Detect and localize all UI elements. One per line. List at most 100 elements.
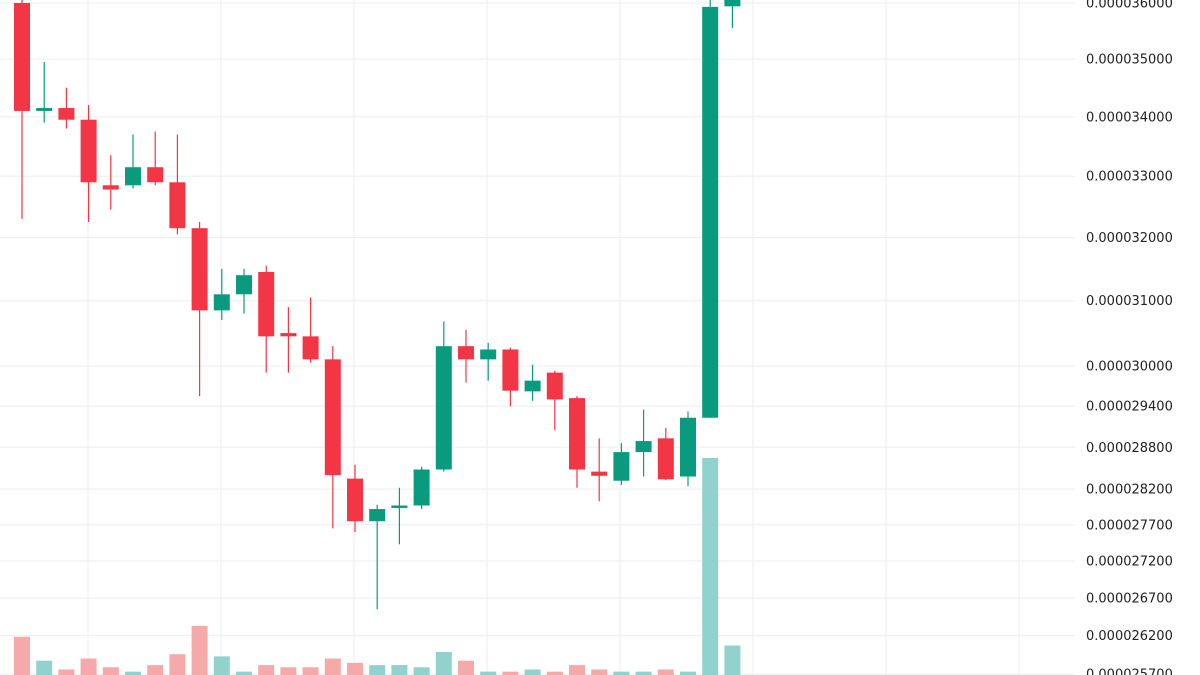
volume-bar — [635, 671, 652, 675]
candle — [613, 443, 630, 485]
candle-body — [80, 119, 97, 183]
y-tick-label: 0.000035000 — [1086, 53, 1173, 68]
candle-body — [280, 333, 297, 337]
volume-bar — [347, 662, 363, 675]
y-tick-label: 0.000031000 — [1086, 294, 1173, 309]
volume-bar — [58, 669, 75, 675]
y-tick-label: 0.000030000 — [1086, 359, 1173, 374]
candle — [347, 464, 363, 532]
volume-bar — [480, 671, 497, 675]
candle — [147, 131, 164, 186]
y-tick-label: 0.000029400 — [1086, 400, 1173, 415]
candle — [635, 409, 652, 477]
candle-body — [680, 417, 696, 477]
volume-bar — [458, 660, 474, 675]
candle-body — [369, 509, 386, 522]
y-tick-label: 0.000036000 — [1086, 0, 1173, 12]
volume-bar — [324, 658, 341, 675]
candle-body — [502, 349, 519, 391]
candle-body — [169, 182, 186, 229]
candle — [702, 0, 719, 418]
candle — [213, 268, 230, 321]
candle — [102, 155, 119, 210]
candle — [324, 346, 341, 529]
candle-body — [702, 6, 719, 418]
candle-body — [435, 346, 452, 470]
volume-bar — [569, 665, 585, 675]
volume-bar — [657, 669, 674, 675]
candle-body — [391, 505, 408, 508]
volume-bar — [191, 625, 208, 675]
candle-body — [191, 228, 208, 311]
candle-body — [258, 272, 275, 337]
candle-body — [324, 359, 341, 476]
candle — [502, 347, 519, 407]
candle-body — [236, 275, 252, 295]
y-tick-label: 0.000026700 — [1086, 592, 1173, 607]
candle — [191, 222, 208, 397]
candles — [14, 0, 741, 610]
volume-bar — [125, 671, 141, 675]
volume-bar — [36, 660, 53, 675]
volume-bar — [280, 667, 297, 675]
volume-bar — [724, 645, 741, 675]
candle — [458, 329, 474, 383]
vertical-grid — [87, 0, 1020, 675]
candle — [591, 438, 608, 502]
y-tick-label: 0.000032000 — [1086, 231, 1173, 246]
candle-body — [347, 478, 363, 522]
candle — [36, 61, 53, 123]
y-tick-label: 0.000028800 — [1086, 441, 1173, 456]
volume-bar — [369, 665, 386, 675]
candle — [125, 134, 141, 189]
volume-bar — [524, 669, 541, 675]
candle — [413, 466, 430, 510]
candle-body — [569, 398, 585, 470]
volume-bar — [680, 671, 696, 675]
candle-body — [14, 3, 30, 111]
y-tick-label: 0.000033000 — [1086, 170, 1173, 185]
candle-body — [546, 372, 563, 400]
volume-bar — [435, 652, 452, 675]
volume-bar — [258, 665, 275, 675]
volume-bar — [502, 671, 519, 675]
candle-body — [413, 469, 430, 506]
candle — [724, 0, 741, 29]
volume-bars — [14, 458, 741, 675]
candle-body — [524, 380, 541, 392]
candle-body — [102, 185, 119, 190]
candle — [369, 504, 386, 610]
candle-body — [36, 108, 53, 111]
candle — [480, 342, 497, 381]
candle — [14, 0, 30, 219]
candle — [302, 297, 319, 363]
volume-bar — [213, 656, 230, 675]
candle-body — [213, 294, 230, 311]
volume-bar — [591, 669, 608, 675]
volume-bar — [102, 667, 119, 675]
y-tick-label: 0.000027200 — [1086, 555, 1173, 570]
y-tick-label: 0.000025700 — [1086, 668, 1173, 675]
candle-body — [613, 452, 630, 481]
volume-bar — [236, 671, 252, 675]
candle — [435, 321, 452, 472]
y-tick-label: 0.000026200 — [1086, 629, 1173, 644]
candle-body — [147, 167, 164, 183]
horizontal-grid — [0, 2, 1075, 675]
candle — [680, 411, 696, 487]
candle-body — [58, 108, 75, 120]
candle-body — [657, 438, 674, 480]
candle — [546, 370, 563, 431]
candle-body — [302, 336, 319, 360]
candle — [258, 265, 275, 373]
y-tick-label: 0.000028200 — [1086, 483, 1173, 498]
volume-bar — [613, 671, 630, 675]
candle-body — [635, 441, 652, 453]
candle-body — [480, 349, 497, 360]
candle — [524, 364, 541, 401]
volume-bar — [147, 665, 164, 675]
candle-body — [724, 0, 741, 7]
